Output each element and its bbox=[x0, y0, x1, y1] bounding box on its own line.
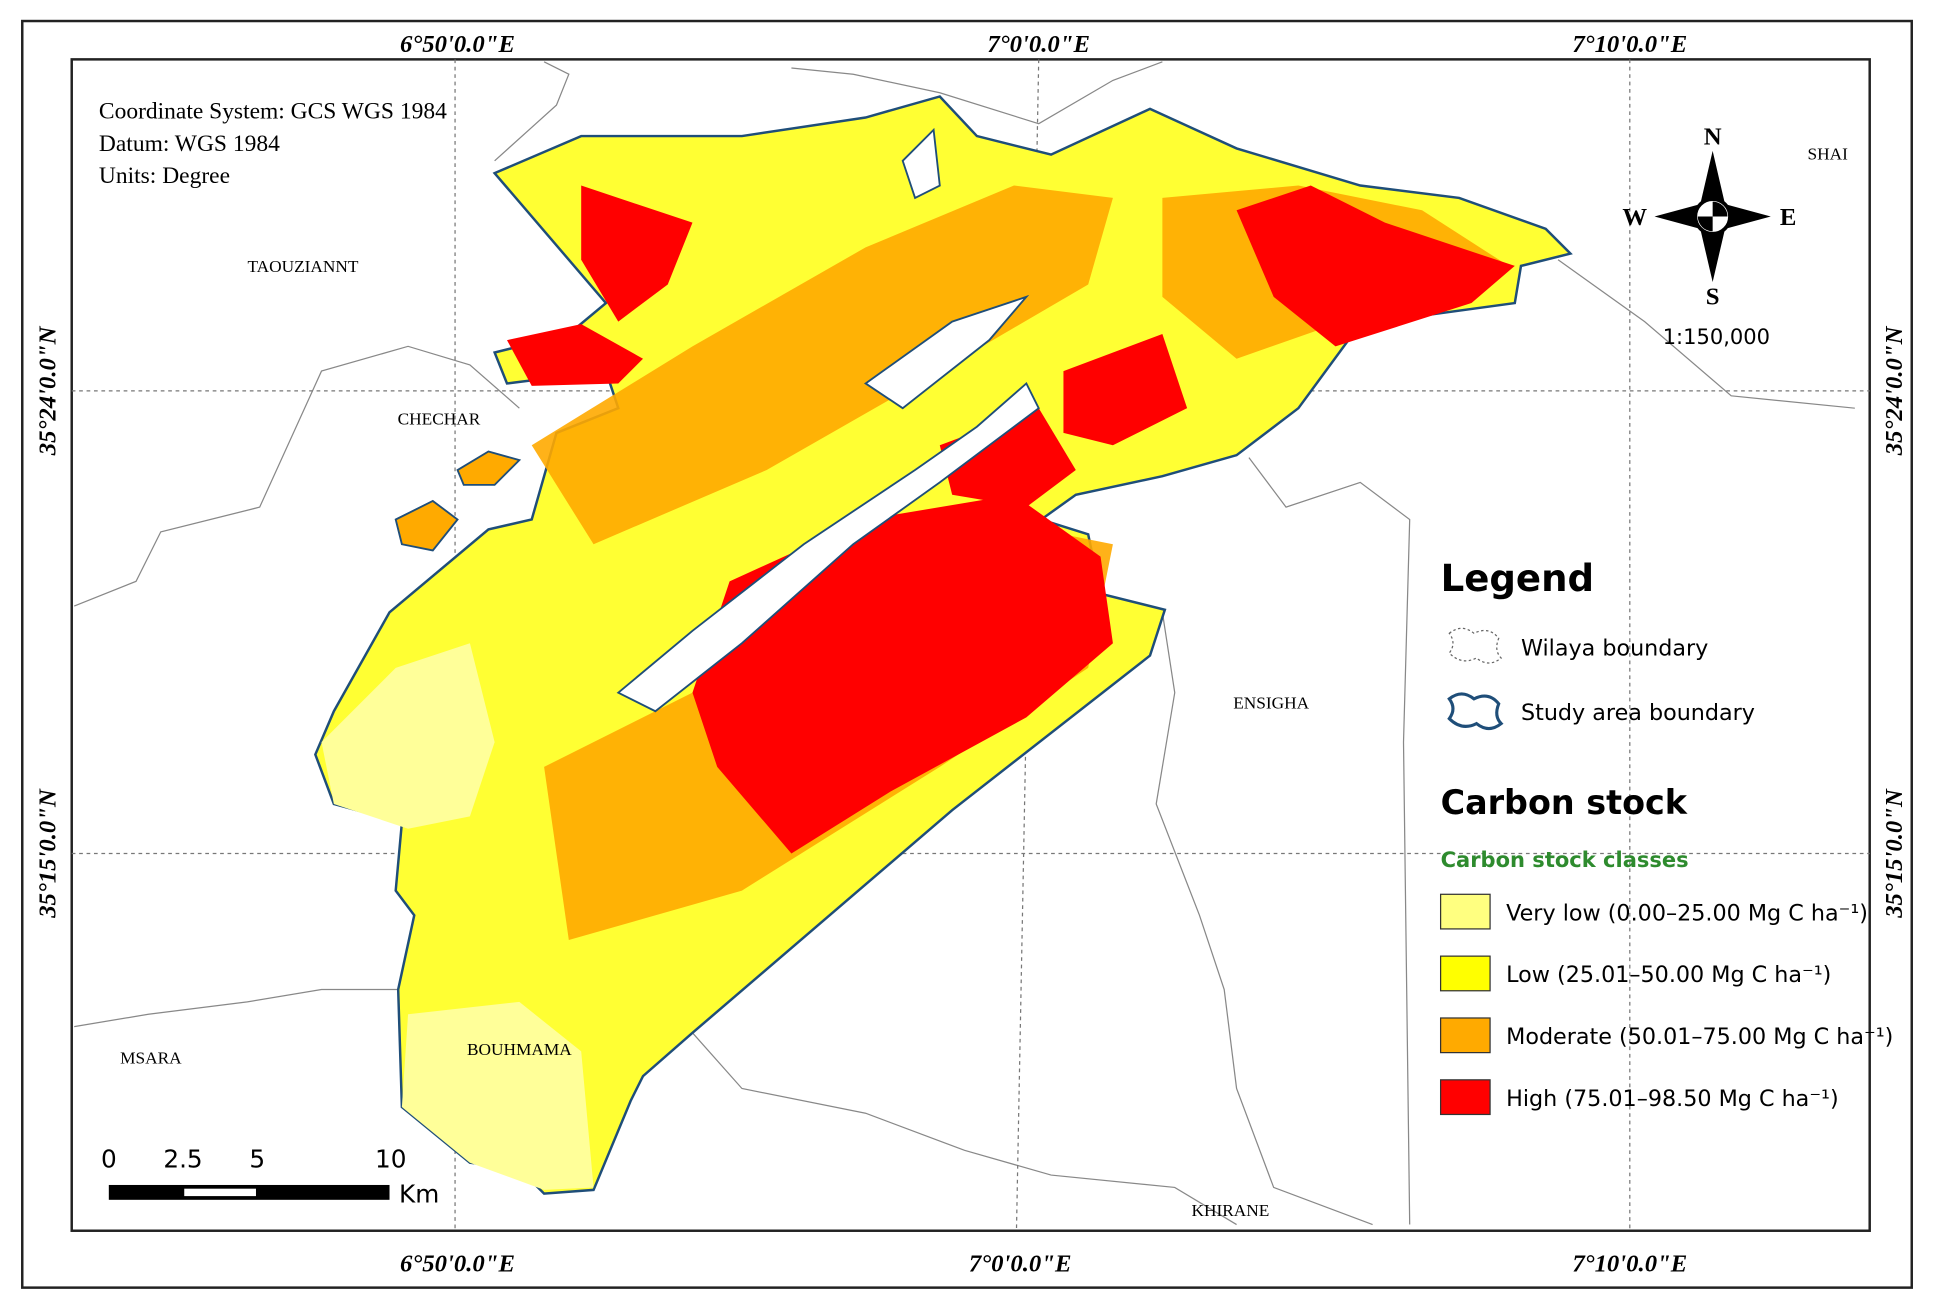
legend-swatch bbox=[1439, 893, 1491, 930]
grid-label: 7°10'0.0"E bbox=[1572, 1251, 1687, 1278]
scale-ratio: 1:150,000 bbox=[1663, 324, 1770, 349]
high-zone bbox=[1063, 333, 1188, 446]
wilaya-boundary bbox=[1155, 612, 1373, 1226]
compass-label: S bbox=[1706, 283, 1720, 310]
place-name: CHECHAR bbox=[398, 409, 481, 428]
legend-class-label: Very low (0.00–25.00 Mg C ha⁻¹) bbox=[1506, 900, 1868, 926]
grid-labels: 6°50'0.0"E 7°0'0.0"E 7°10'0.0"E 6°50'0.0… bbox=[35, 31, 1908, 1278]
island bbox=[456, 450, 522, 486]
legend-title: Legend bbox=[1441, 557, 1594, 600]
very-low-zone bbox=[401, 1001, 594, 1190]
compass-center bbox=[1697, 201, 1728, 232]
legend-symbol bbox=[1447, 692, 1504, 731]
place-name: MSARA bbox=[120, 1049, 182, 1068]
legend-class-label: Moderate (50.01–75.00 Mg C ha⁻¹) bbox=[1506, 1024, 1893, 1050]
legend-swatch bbox=[1439, 955, 1491, 992]
grid-label: 6°50'0.0"E bbox=[400, 1251, 515, 1278]
valley bbox=[616, 381, 1040, 713]
island bbox=[394, 499, 459, 552]
place-name: TAOUZIANNT bbox=[247, 257, 358, 276]
legend-class-label: High (75.01–98.50 Mg C ha⁻¹) bbox=[1506, 1086, 1839, 1112]
legend-classes-title: Carbon stock classes bbox=[1441, 847, 1689, 872]
place-name: BOUHMAMA bbox=[467, 1040, 572, 1059]
legend-item: Wilaya boundary bbox=[1521, 636, 1708, 662]
legend-swatch bbox=[1439, 1017, 1491, 1054]
info-line: Datum: WGS 1984 bbox=[99, 131, 280, 157]
place-name: ENSIGHA bbox=[1233, 694, 1309, 713]
wilaya-boundary bbox=[692, 1032, 1237, 1226]
scale-label: 0 bbox=[101, 1145, 117, 1174]
wilaya-boundary bbox=[74, 988, 402, 1028]
place-names: TAOUZIANNT CHECHAR ENSIGHA MSARA BOUHMAM… bbox=[120, 145, 1848, 1220]
scale-unit: Km bbox=[399, 1179, 439, 1208]
high-zone bbox=[1236, 185, 1515, 347]
legend-classes: Very low (0.00–25.00 Mg C ha⁻¹) Low (25.0… bbox=[1439, 893, 1893, 1116]
moderate-zone bbox=[531, 185, 1113, 545]
compass-label: N bbox=[1704, 124, 1722, 151]
compass: N S W E 1:150,000 bbox=[1622, 124, 1796, 349]
high-zone bbox=[506, 324, 644, 386]
scale-label: 5 bbox=[249, 1145, 265, 1174]
carbon-stock-raster bbox=[313, 95, 1573, 1195]
legend-symbol bbox=[1448, 627, 1503, 664]
gap bbox=[863, 294, 1030, 410]
grid-label: 7°0'0.0"E bbox=[969, 1251, 1072, 1278]
grid-label: 7°10'0.0"E bbox=[1572, 31, 1687, 58]
very-low-zone bbox=[321, 643, 495, 829]
scale-bar: 0 2.5 5 10 Km bbox=[101, 1145, 439, 1209]
info-line: Coordinate System: GCS WGS 1984 bbox=[99, 99, 447, 125]
wilaya-boundary bbox=[494, 61, 570, 162]
place-name: KHIRANE bbox=[1191, 1201, 1269, 1220]
high-zone bbox=[581, 185, 693, 322]
grid-label: 35°15'0.0"N bbox=[35, 788, 62, 919]
wilaya-boundary bbox=[1557, 259, 1855, 409]
scale-label: 2.5 bbox=[163, 1145, 202, 1174]
lake bbox=[901, 127, 941, 200]
info: Coordinate System: GCS WGS 1984 Datum: W… bbox=[99, 99, 447, 189]
grid-label: 6°50'0.0"E bbox=[400, 31, 515, 58]
scale-bar-segment bbox=[184, 1188, 256, 1197]
legend-class-label: Low (25.01–50.00 Mg C ha⁻¹) bbox=[1506, 962, 1831, 988]
wilaya-boundary bbox=[73, 345, 520, 607]
legend-swatch bbox=[1439, 1079, 1491, 1116]
grid-label: 35°15'0.0"N bbox=[1881, 788, 1908, 919]
compass-label: E bbox=[1780, 204, 1796, 231]
info-line: Units: Degree bbox=[99, 163, 230, 189]
scale-label: 10 bbox=[375, 1145, 406, 1174]
wilaya-boundaries bbox=[73, 61, 1855, 1226]
legend: Legend Wilaya boundary Study area bounda… bbox=[1439, 557, 1893, 1116]
grid-label: 35°24'0.0"N bbox=[1881, 325, 1908, 456]
grid-label: 35°24'0.0"N bbox=[35, 325, 62, 456]
legend-subtitle: Carbon stock bbox=[1441, 783, 1688, 822]
legend-item: Study area boundary bbox=[1521, 700, 1755, 726]
wilaya-boundary bbox=[791, 61, 1163, 125]
place-name: SHAI bbox=[1807, 145, 1848, 164]
wilaya-boundary bbox=[1248, 457, 1411, 1225]
grid-label: 7°0'0.0"E bbox=[987, 31, 1090, 58]
compass-label: W bbox=[1622, 204, 1647, 231]
